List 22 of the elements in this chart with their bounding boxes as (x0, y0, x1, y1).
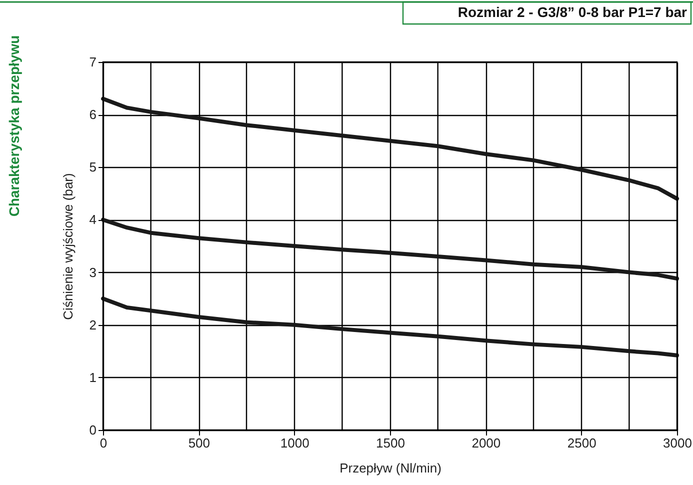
y-axis-title: Ciśnienie wyjściowe (bar) (60, 173, 76, 320)
x-axis-title: Przepływ (Nl/min) (340, 460, 442, 476)
y-tick-label: 7 (89, 54, 96, 70)
x-tick-label: 1000 (280, 436, 310, 450)
line-series (101, 296, 679, 358)
x-tick-label: 2000 (472, 436, 501, 450)
line-series (101, 218, 679, 281)
x-tick-label: 0 (100, 436, 108, 450)
y-tick-label: 1 (89, 370, 96, 385)
y-tick-label: 4 (89, 212, 96, 228)
y-tick-label: 6 (89, 107, 96, 122)
y-tick-label: 5 (89, 160, 96, 175)
x-tick-label: 1500 (376, 436, 405, 450)
x-tick-label: 500 (188, 436, 210, 450)
y-tick-label: 0 (89, 422, 96, 438)
x-tick-label: 2500 (567, 436, 596, 450)
text: Charakterystyka przepływu (6, 35, 22, 217)
y-tick-label: 2 (89, 317, 96, 332)
x-tick-label: 3000 (663, 436, 692, 450)
chart-subtitle: Rozmiar 2 - G3/8” 0-8 bar P1=7 bar (458, 4, 688, 20)
y-tick-label: 3 (89, 264, 96, 280)
line-series (101, 96, 679, 201)
